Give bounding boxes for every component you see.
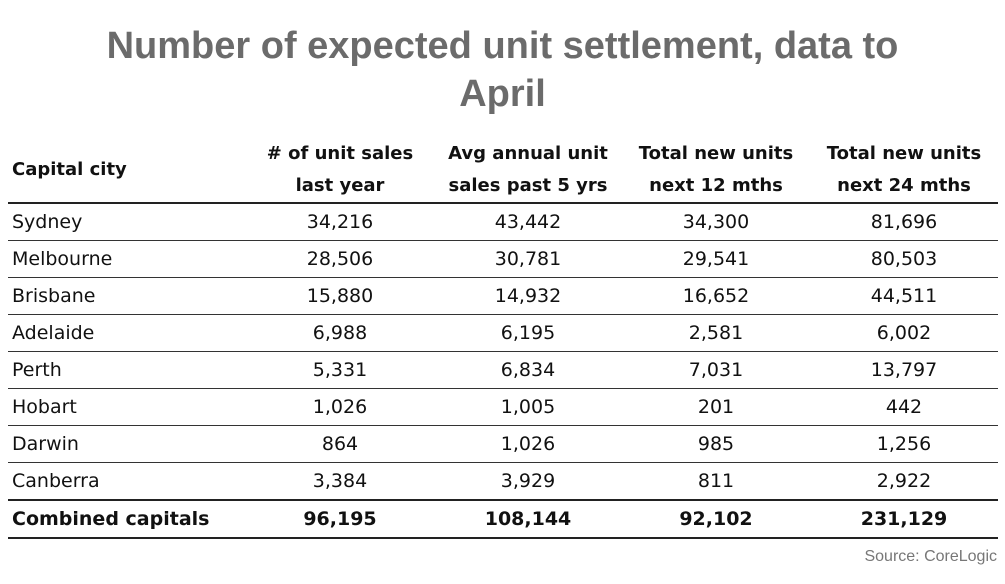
value-cell: 30,781 bbox=[434, 240, 622, 278]
value-cell: 44,511 bbox=[810, 277, 998, 315]
value-cell: 985 bbox=[622, 425, 810, 463]
value-cell: 108,144 bbox=[434, 499, 622, 539]
value-cell: 15,880 bbox=[246, 277, 434, 315]
value-cell: 1,005 bbox=[434, 388, 622, 426]
city-cell: Adelaide bbox=[8, 314, 246, 352]
value-cell: 1,026 bbox=[434, 425, 622, 463]
value-cell: 13,797 bbox=[810, 351, 998, 389]
value-cell: 43,442 bbox=[434, 203, 622, 241]
table-row: Adelaide 6,988 6,195 2,581 6,002 bbox=[8, 314, 998, 352]
value-cell: 442 bbox=[810, 388, 998, 426]
column-header: Total new units next 12 mths bbox=[622, 138, 810, 204]
value-cell: 6,834 bbox=[434, 351, 622, 389]
table-row: Canberra 3,384 3,929 811 2,922 bbox=[8, 462, 998, 501]
column-header-label: Total new units bbox=[638, 143, 794, 164]
city-cell: Brisbane bbox=[8, 277, 246, 315]
column-header-label: Capital city bbox=[12, 159, 127, 180]
value-cell: 7,031 bbox=[622, 351, 810, 389]
column-header: # of unit sales last year bbox=[246, 138, 434, 204]
value-cell: 28,506 bbox=[246, 240, 434, 278]
value-cell: 1,026 bbox=[246, 388, 434, 426]
value-cell: 81,696 bbox=[810, 203, 998, 241]
header-row: Capital city # of unit sales last year A… bbox=[8, 138, 998, 204]
city-cell: Combined capitals bbox=[8, 499, 246, 539]
value-cell: 16,652 bbox=[622, 277, 810, 315]
column-header-sublabel: sales past 5 yrs bbox=[448, 175, 608, 196]
value-cell: 201 bbox=[622, 388, 810, 426]
value-cell: 231,129 bbox=[810, 499, 998, 539]
table-row: Darwin 864 1,026 985 1,256 bbox=[8, 425, 998, 463]
value-cell: 29,541 bbox=[622, 240, 810, 278]
value-cell: 96,195 bbox=[246, 499, 434, 539]
table-row: Perth 5,331 6,834 7,031 13,797 bbox=[8, 351, 998, 389]
table-row: Brisbane 15,880 14,932 16,652 44,511 bbox=[8, 277, 998, 315]
value-cell: 6,002 bbox=[810, 314, 998, 352]
value-cell: 34,300 bbox=[622, 203, 810, 241]
value-cell: 864 bbox=[246, 425, 434, 463]
value-cell: 34,216 bbox=[246, 203, 434, 241]
value-cell: 1,256 bbox=[810, 425, 998, 463]
value-cell: 14,932 bbox=[434, 277, 622, 315]
source-note: Source: CoreLogic bbox=[864, 548, 997, 565]
city-cell: Darwin bbox=[8, 425, 246, 463]
column-header: Capital city bbox=[8, 138, 246, 204]
value-cell: 2,922 bbox=[810, 462, 998, 501]
table-row: Hobart 1,026 1,005 201 442 bbox=[8, 388, 998, 426]
value-cell: 2,581 bbox=[622, 314, 810, 352]
column-header-sublabel: next 24 mths bbox=[837, 175, 971, 196]
value-cell: 3,384 bbox=[246, 462, 434, 501]
column-header-label: Avg annual unit bbox=[448, 143, 608, 164]
column-header-label: Total new units bbox=[826, 143, 982, 164]
value-cell: 6,195 bbox=[434, 314, 622, 352]
city-cell: Canberra bbox=[8, 462, 246, 501]
table-row: Sydney 34,216 43,442 34,300 81,696 bbox=[8, 203, 998, 241]
total-row: Combined capitals 96,195 108,144 92,102 231,… bbox=[8, 499, 998, 539]
column-header-sublabel: last year bbox=[295, 175, 385, 196]
settlement-table: Capital city # of unit sales last year A… bbox=[8, 138, 998, 539]
column-header: Total new units next 24 mths bbox=[810, 138, 998, 204]
table-row: Melbourne 28,506 30,781 29,541 80,503 bbox=[8, 240, 998, 278]
column-header-label: # of unit sales bbox=[266, 143, 414, 164]
column-header: Avg annual unit sales past 5 yrs bbox=[434, 138, 622, 204]
column-header-sublabel: next 12 mths bbox=[649, 175, 783, 196]
value-cell: 92,102 bbox=[622, 499, 810, 539]
value-cell: 811 bbox=[622, 462, 810, 501]
value-cell: 3,929 bbox=[434, 462, 622, 501]
value-cell: 5,331 bbox=[246, 351, 434, 389]
city-cell: Hobart bbox=[8, 388, 246, 426]
value-cell: 80,503 bbox=[810, 240, 998, 278]
chart-title-line-2: April bbox=[459, 73, 546, 115]
chart-title-line-1: Number of expected unit settlement, data… bbox=[106, 25, 899, 67]
city-cell: Melbourne bbox=[8, 240, 246, 278]
value-cell: 6,988 bbox=[246, 314, 434, 352]
chart-title: Number of expected unit settlement, data… bbox=[0, 22, 1005, 118]
city-cell: Sydney bbox=[8, 203, 246, 241]
table-body: Sydney 34,216 43,442 34,300 81,696 Melbourne 2… bbox=[8, 203, 998, 539]
city-cell: Perth bbox=[8, 351, 246, 389]
